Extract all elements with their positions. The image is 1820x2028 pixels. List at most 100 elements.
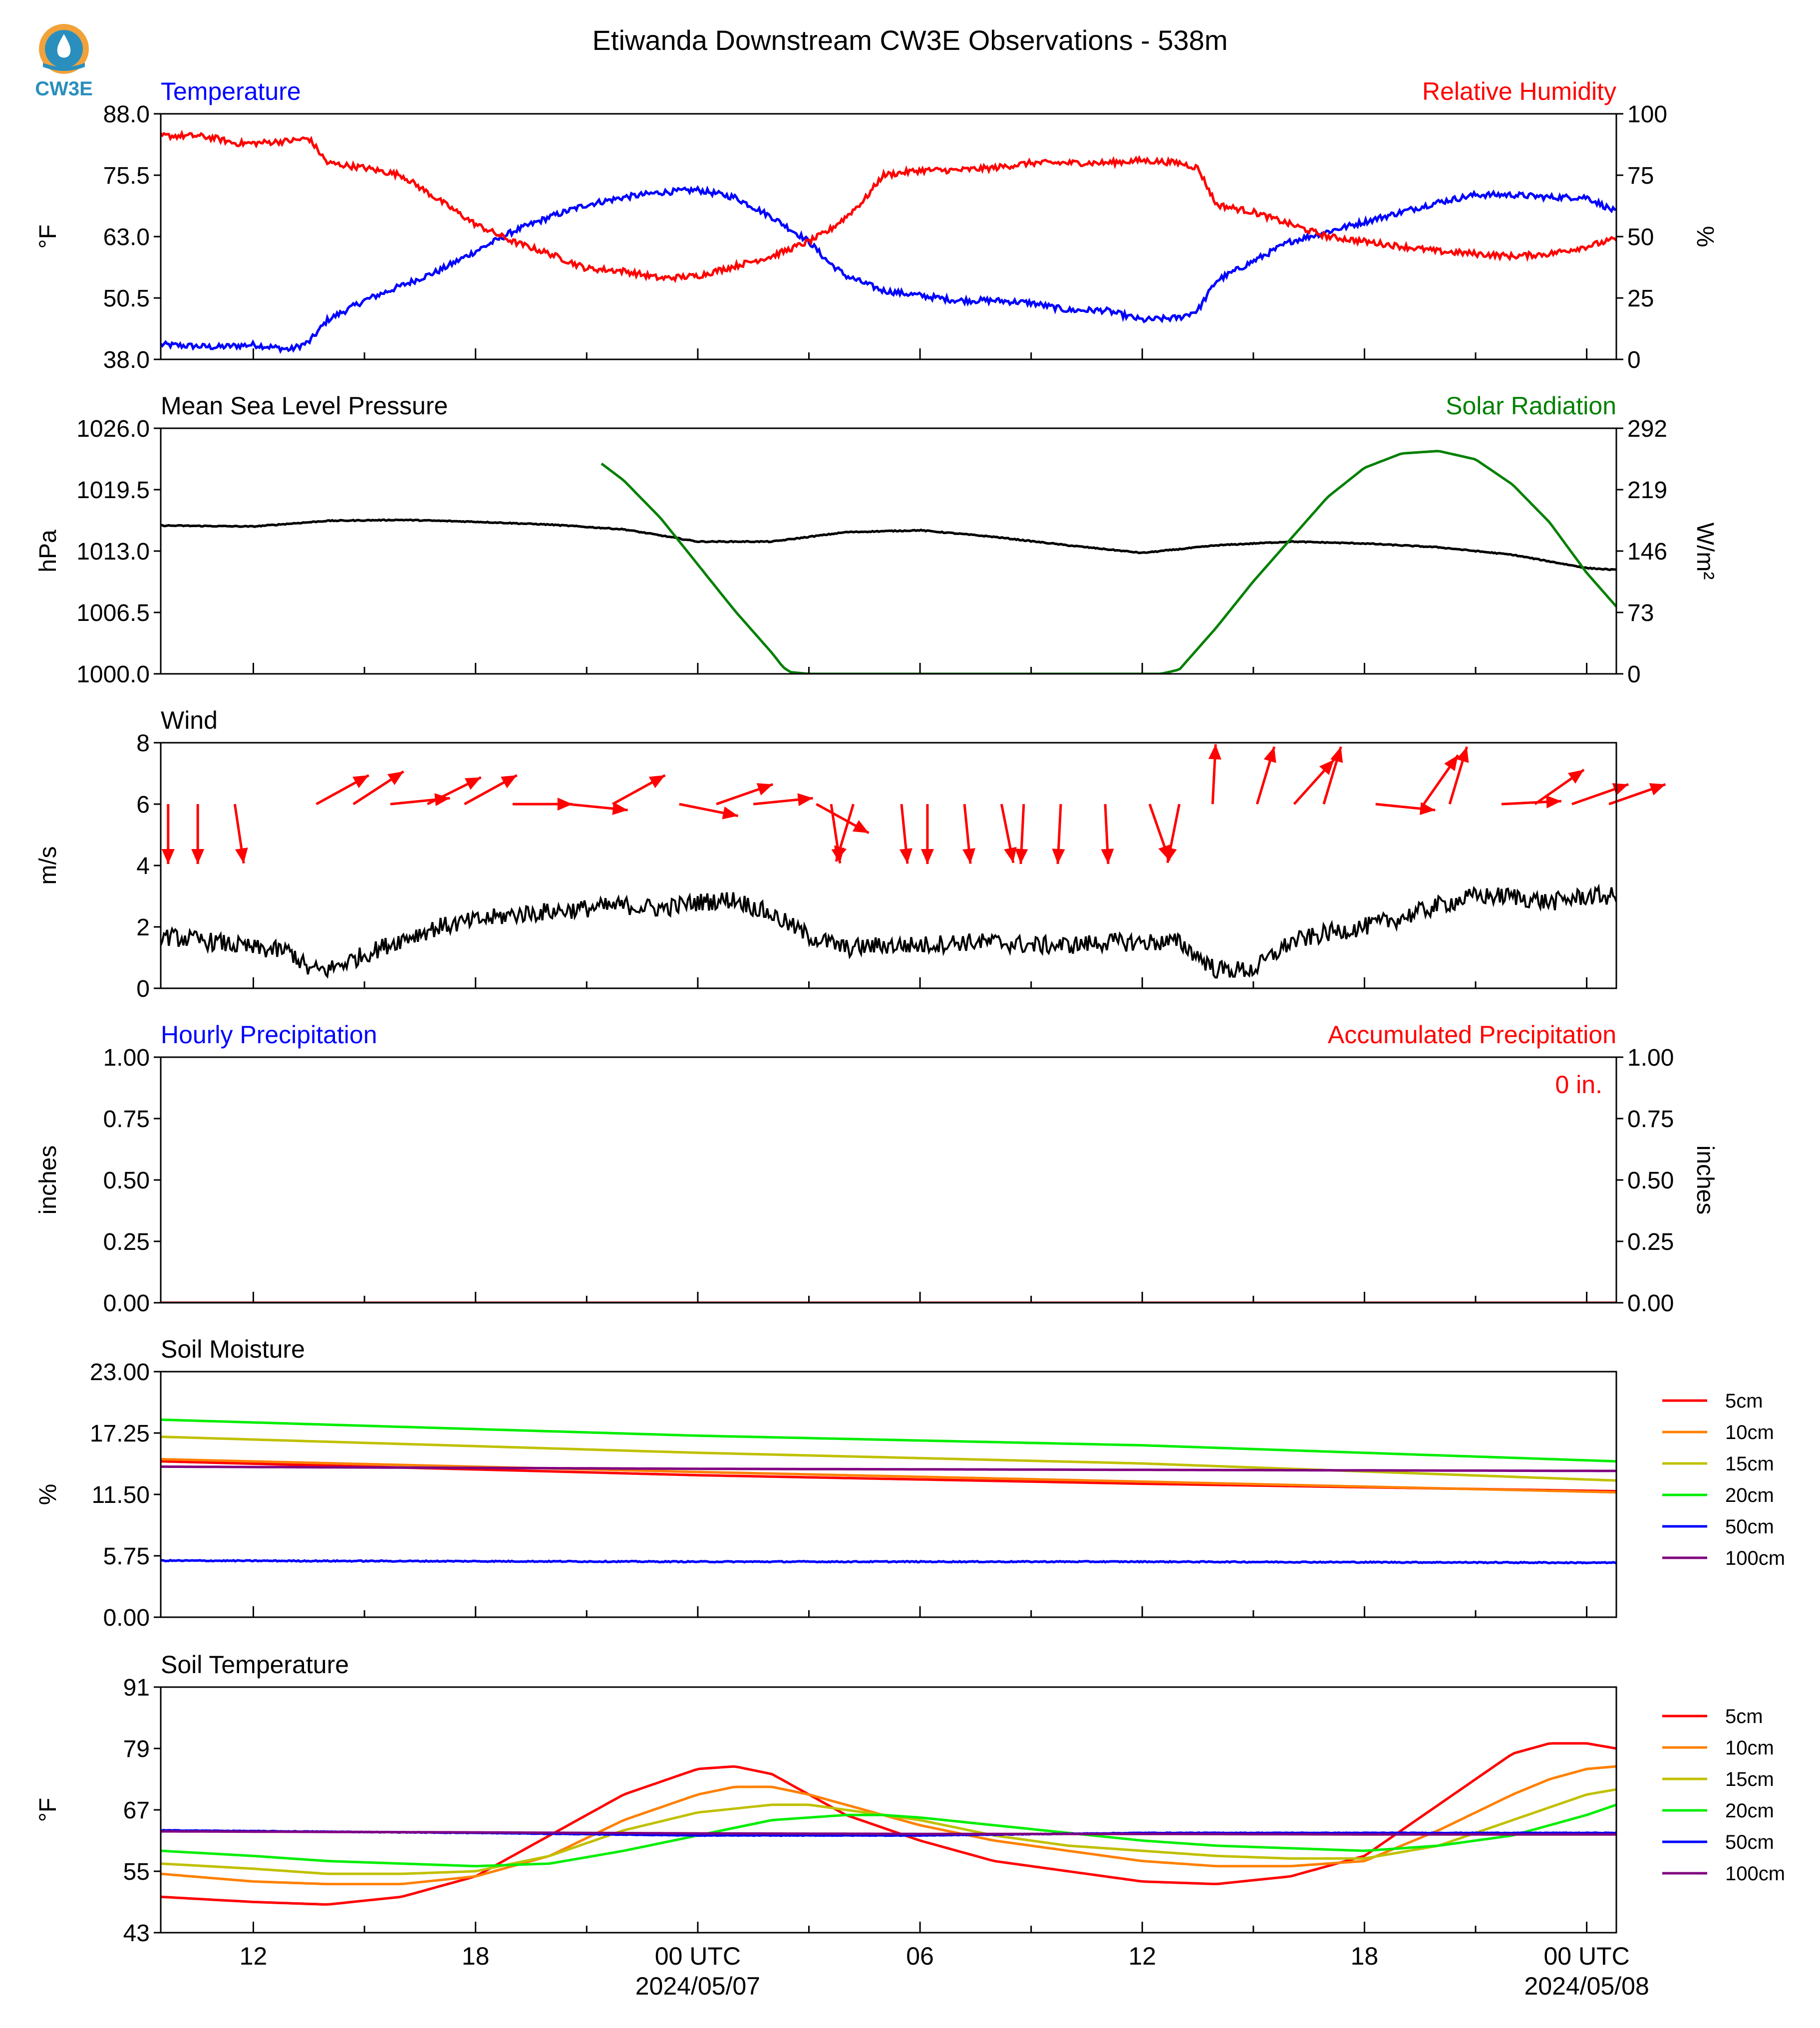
series-soil_temperature-10cm	[161, 1765, 1616, 1886]
y-axis-label: hPa	[35, 530, 61, 573]
y-right-axis-label: W/m²	[1692, 523, 1718, 580]
y-tick-label: 1026.0	[76, 416, 150, 442]
legend-label: 50cm	[1725, 1831, 1774, 1853]
wind-arrow	[1052, 804, 1065, 864]
x-tick-label: 06	[906, 1942, 934, 1970]
y-tick-label: 63.0	[103, 224, 150, 251]
y-tick-label: 0	[136, 976, 150, 1002]
wind-arrow	[191, 804, 205, 864]
wind-arrow	[1293, 759, 1335, 805]
panel-frame	[160, 1371, 1617, 1618]
y-tick-label: 0.50	[103, 1167, 150, 1194]
panel-frame	[160, 427, 1617, 675]
y-axis-label: m/s	[35, 846, 61, 884]
y-tick-label: 1000.0	[76, 661, 150, 688]
wind-arrow	[1208, 744, 1221, 805]
panel-pressure: 1000.0 1006.5 1013.0 1019.5 1026.0 0 73 146 219 2…	[35, 392, 1718, 688]
y-tick-label: 0.75	[103, 1106, 150, 1133]
series-soil_temperature-5cm	[161, 1742, 1616, 1906]
y-tick-label: 11.50	[91, 1482, 150, 1508]
series-wind-0	[161, 883, 1616, 979]
wind-arrow	[834, 804, 855, 862]
wind-arrow	[1255, 746, 1276, 805]
panel-title-left: Mean Sea Level Pressure	[161, 392, 448, 420]
x-tick-label: 18	[462, 1942, 490, 1970]
y-tick-label: 67	[123, 1797, 150, 1824]
series-temperature-1	[161, 129, 1616, 283]
wind-arrow	[1015, 804, 1028, 864]
legend-label: 10cm	[1725, 1422, 1774, 1444]
y-tick-label: 4	[136, 853, 150, 879]
x-tick-label: 12	[240, 1942, 268, 1970]
y-tick-label: 0.25	[103, 1229, 150, 1255]
y-right-tick-label: 50	[1627, 224, 1654, 251]
wind-arrow	[753, 793, 813, 806]
y-tick-label: 79	[123, 1736, 150, 1762]
wind-arrow	[512, 798, 573, 811]
y-right-tick-label: 0.00	[1627, 1290, 1674, 1317]
x-tick-label: 00 UTC	[1544, 1942, 1630, 1970]
x-tick-date-label: 2024/05/08	[1524, 1972, 1649, 2000]
series-soil_moisture-10cm	[161, 1457, 1616, 1494]
legend-label: 5cm	[1725, 1706, 1763, 1728]
y-tick-label: 75.5	[103, 163, 150, 189]
wind-arrow	[568, 802, 628, 815]
legend-label: 100cm	[1725, 1547, 1785, 1569]
wind-arrow	[1322, 746, 1343, 805]
wind-arrow	[1501, 795, 1561, 809]
wind-arrow	[899, 804, 912, 864]
y-tick-label: 8	[136, 730, 150, 757]
wind-arrow	[679, 803, 738, 820]
legend-label: 15cm	[1725, 1768, 1774, 1790]
series-soil_moisture-20cm	[161, 1418, 1616, 1463]
y-right-tick-label: 0	[1627, 661, 1641, 688]
x-tick-date-label: 2024/05/07	[635, 1972, 760, 2000]
series-soil_moisture-15cm	[161, 1436, 1616, 1482]
y-tick-label: 50.5	[103, 286, 150, 312]
wind-arrow	[1101, 804, 1114, 864]
y-tick-label: 43	[123, 1920, 150, 1947]
x-tick-label: 12	[1128, 1942, 1156, 1970]
y-right-tick-label: 75	[1627, 163, 1654, 189]
series-soil_temperature-100cm	[161, 1830, 1616, 1836]
y-tick-label: 55	[123, 1859, 150, 1885]
legend-label: 10cm	[1725, 1737, 1774, 1759]
y-tick-label: 1006.5	[76, 600, 150, 626]
wind-arrow	[816, 803, 870, 835]
wind-arrow	[427, 776, 482, 806]
panel-title-left: Soil Temperature	[161, 1651, 349, 1679]
y-tick-label: 17.25	[90, 1421, 150, 1447]
y-right-tick-label: 292	[1627, 416, 1667, 442]
y-right-tick-label: 0.25	[1627, 1229, 1674, 1255]
panel-title-left: Temperature	[161, 77, 301, 105]
legend-label: 20cm	[1725, 1800, 1774, 1822]
series-temperature-0	[161, 185, 1616, 354]
series-soil_temperature-20cm	[161, 1803, 1616, 1868]
panel-wind: 0 2 4 6 8 Wind m/s	[35, 706, 1666, 1002]
wind-arrow	[1375, 802, 1436, 815]
y-tick-label: 5.75	[103, 1543, 150, 1570]
x-tick-label: 18	[1351, 1942, 1379, 1970]
series-pressure-1	[601, 450, 1616, 674]
y-right-tick-label: 146	[1627, 539, 1667, 565]
panel-soil_moisture: 0.00 5.75 11.50 17.25 23.00 Soil Moisture% 5cm…	[35, 1335, 1785, 1631]
panel-frame	[160, 113, 1617, 360]
y-tick-label: 91	[123, 1675, 150, 1701]
series-soil_moisture-100cm	[161, 1465, 1616, 1472]
y-axis-label: °F	[35, 225, 61, 249]
y-tick-label: 23.00	[90, 1359, 150, 1386]
y-tick-label: 2	[136, 914, 150, 941]
y-axis-label: inches	[35, 1146, 61, 1215]
y-tick-label: 1019.5	[76, 477, 150, 504]
y-right-tick-label: 0.50	[1627, 1167, 1674, 1194]
wind-arrow	[1423, 754, 1460, 805]
wind-arrow	[390, 793, 450, 806]
y-tick-label: 6	[136, 792, 150, 818]
y-right-tick-label: 1.00	[1627, 1045, 1674, 1071]
wind-arrow	[233, 804, 248, 864]
y-tick-label: 38.0	[103, 347, 150, 373]
logo-text: CW3E	[35, 78, 93, 100]
y-tick-label: 1013.0	[76, 539, 150, 565]
